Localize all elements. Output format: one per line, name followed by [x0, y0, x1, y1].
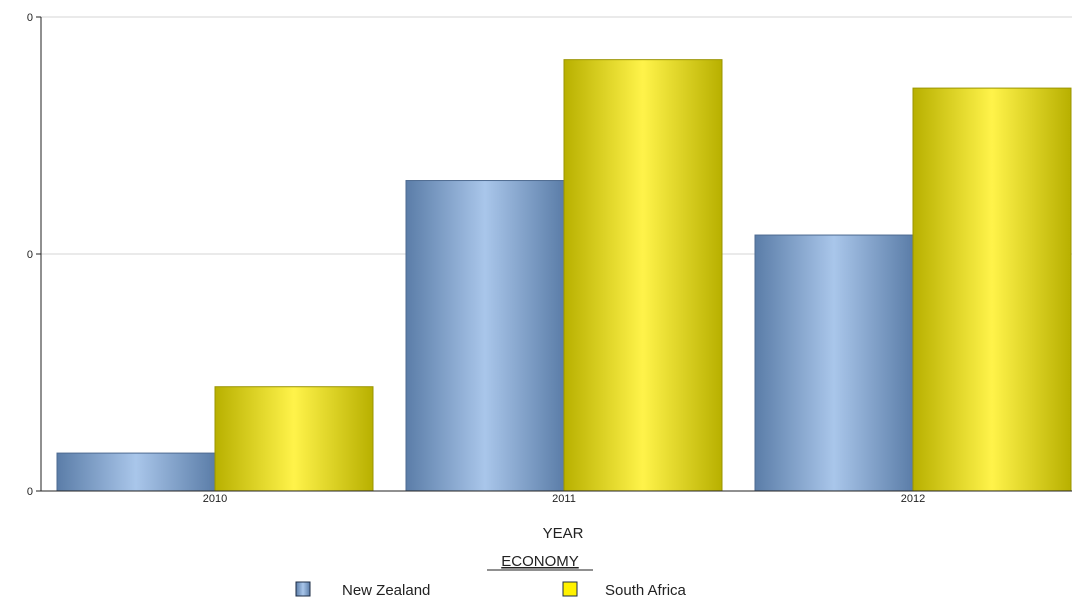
y-tick-label: 0	[27, 12, 33, 24]
bar-south-africa-2011	[563, 59, 723, 492]
x-tick-labels: 2010 2011 2012	[203, 493, 925, 505]
x-tick-label: 2011	[552, 493, 576, 505]
x-tick-label: 2010	[203, 493, 227, 505]
bar-new-zealand-2011	[405, 180, 565, 492]
bar-new-zealand-2012	[754, 234, 914, 492]
y-tick-labels: 0 0 0	[27, 12, 41, 498]
bars-group	[56, 59, 1072, 492]
bar-new-zealand-2010	[56, 452, 216, 492]
legend-swatch-south-africa	[562, 581, 578, 597]
x-tick-label: 2012	[901, 493, 925, 505]
legend-swatch-new-zealand	[295, 581, 311, 597]
legend-title: ECONOMY	[501, 553, 579, 570]
y-tick-label: 0	[27, 486, 33, 498]
y-tick-label: 0	[27, 249, 33, 261]
legend-label-south-africa: South Africa	[605, 582, 687, 599]
bar-south-africa-2010	[214, 386, 374, 492]
bar-south-africa-2012	[912, 87, 1072, 492]
legend-label-new-zealand: New Zealand	[342, 582, 430, 599]
x-axis-title: YEAR	[543, 525, 584, 542]
legend: New Zealand South Africa	[295, 581, 687, 599]
